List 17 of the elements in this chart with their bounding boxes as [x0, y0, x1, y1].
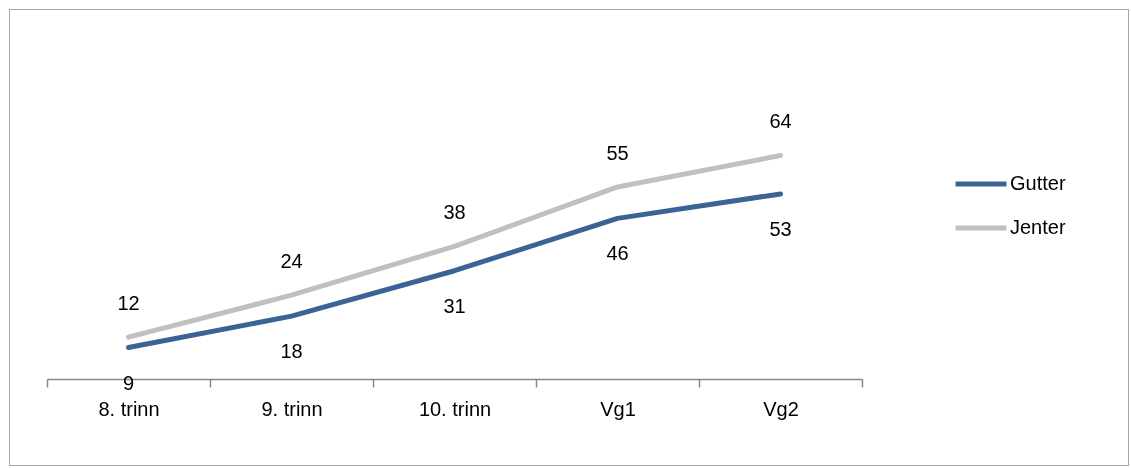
- data-label: 24: [280, 250, 303, 273]
- x-tick-label: 10. trinn: [418, 397, 492, 420]
- data-label: 46: [606, 242, 629, 265]
- data-label: 31: [443, 294, 466, 317]
- data-label: 18: [280, 340, 303, 363]
- x-tick-label: Vg2: [763, 397, 799, 420]
- data-label: 53: [769, 217, 792, 240]
- x-tick-label: 8. trinn: [98, 397, 160, 420]
- data-label: 64: [769, 110, 792, 133]
- data-label: 9: [122, 371, 135, 394]
- data-label: 38: [443, 201, 466, 224]
- legend-label: Gutter: [1010, 172, 1066, 194]
- legend-label: Jenter: [1010, 216, 1066, 238]
- data-label: 55: [606, 141, 629, 164]
- x-tick-label: 9. trinn: [261, 397, 323, 420]
- data-label: 12: [117, 292, 140, 315]
- x-tick-label: Vg1: [600, 397, 636, 420]
